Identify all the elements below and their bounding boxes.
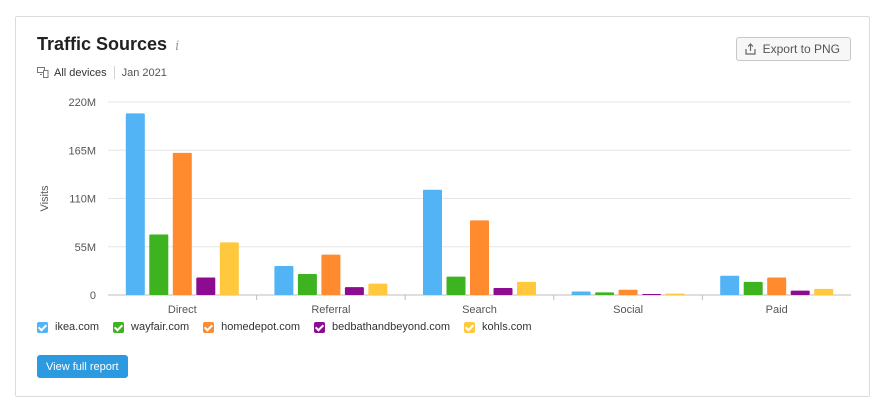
- bar-homedepot-com-referral: [321, 254, 341, 295]
- bar-kohls-com-social: [665, 293, 685, 295]
- bar-kohls-com-paid: [814, 288, 834, 295]
- x-tick-label: Direct: [168, 304, 197, 316]
- y-tick-label: 165M: [68, 145, 96, 157]
- checkbox-icon[interactable]: [203, 321, 215, 333]
- export-icon: [745, 43, 756, 55]
- legend-item-bedbathandbeyond-com[interactable]: bedbathandbeyond.com: [314, 321, 450, 333]
- bar-wayfair-com-social: [595, 292, 615, 295]
- bar-ikea-com-paid: [720, 275, 740, 295]
- bar-ikea-com-referral: [274, 266, 294, 295]
- devices-icon: [37, 67, 49, 78]
- info-icon[interactable]: i: [175, 38, 180, 54]
- y-tick-label: 55M: [75, 242, 96, 254]
- bar-wayfair-com-direct: [149, 234, 169, 295]
- bar-bedbathandbeyond-com-direct: [196, 277, 216, 295]
- bar-homedepot-com-social: [618, 289, 638, 295]
- bar-kohls-com-direct: [219, 242, 239, 295]
- bar-ikea-com-search: [423, 189, 442, 295]
- bar-bedbathandbeyond-com-social: [642, 294, 662, 295]
- legend-label: homedepot.com: [221, 321, 300, 333]
- y-tick-label: 110M: [69, 194, 96, 206]
- checkbox-icon[interactable]: [37, 321, 48, 333]
- export-to-png-button[interactable]: Export to PNG: [735, 37, 851, 61]
- y-tick-label: 220M: [68, 97, 96, 109]
- traffic-chart: 0 55M 110M 165M 220M Visits Direct Referral Sear…: [39, 97, 851, 316]
- checkbox-icon[interactable]: [464, 321, 476, 333]
- x-tick-label: Social: [613, 304, 643, 316]
- bar-kohls-com-search: [517, 281, 536, 295]
- bar-homedepot-com-paid: [767, 277, 787, 295]
- bar-homedepot-com-direct: [172, 152, 192, 295]
- legend-label: ikea.com: [55, 321, 100, 333]
- bar-wayfair-com-referral: [297, 273, 317, 295]
- y-tick-label: 0: [90, 290, 96, 302]
- widget-meta: All devices Jan 2021: [37, 66, 167, 79]
- bar-ikea-com-direct: [125, 113, 145, 296]
- checkbox-icon[interactable]: [113, 321, 125, 333]
- checkbox-icon[interactable]: [314, 321, 325, 333]
- legend-label: wayfair.com: [131, 321, 190, 333]
- bar-homedepot-com-search: [470, 220, 489, 295]
- x-tick-label: Search: [462, 304, 497, 316]
- chart-legend: ikea.com wayfair.com homedepot.com bedbatha…: [37, 321, 546, 333]
- legend-item-homedepot-com[interactable]: homedepot.com: [203, 321, 300, 333]
- bar-bedbathandbeyond-com-paid: [790, 290, 810, 295]
- x-tick-label: Referral: [311, 304, 350, 316]
- legend-label: kohls.com: [482, 321, 532, 333]
- traffic-sources-widget: Traffic Sources i Export to PNG All devi…: [15, 16, 870, 397]
- bar-wayfair-com-search: [446, 276, 466, 295]
- bar-kohls-com-referral: [368, 283, 388, 295]
- date-label: Jan 2021: [121, 66, 167, 79]
- bar-wayfair-com-paid: [743, 281, 763, 295]
- legend-item-ikea-com[interactable]: ikea.com: [37, 321, 99, 333]
- widget-title: Traffic Sources: [37, 34, 168, 54]
- export-button-label: Export to PNG: [762, 42, 840, 56]
- legend-item-kohls-com[interactable]: kohls.com: [464, 321, 532, 333]
- legend-item-wayfair-com[interactable]: wayfair.com: [113, 321, 189, 333]
- meta-separator: [113, 66, 115, 79]
- x-tick-label: Paid: [766, 304, 788, 316]
- view-full-report-button[interactable]: View full report: [37, 355, 128, 378]
- y-axis-title: Visits: [39, 185, 51, 212]
- bar-bedbathandbeyond-com-referral: [344, 287, 364, 295]
- widget-title-row: Traffic Sources i: [37, 34, 179, 55]
- bar-ikea-com-social: [571, 291, 591, 295]
- bar-bedbathandbeyond-com-search: [493, 287, 513, 295]
- device-filter[interactable]: All devices: [54, 66, 107, 79]
- legend-label: bedbathandbeyond.com: [332, 321, 451, 333]
